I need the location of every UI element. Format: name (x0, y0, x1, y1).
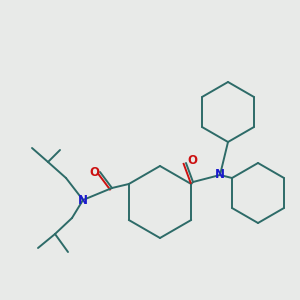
Text: N: N (78, 194, 88, 206)
Text: O: O (187, 154, 197, 167)
Text: O: O (89, 166, 99, 178)
Text: N: N (215, 169, 225, 182)
